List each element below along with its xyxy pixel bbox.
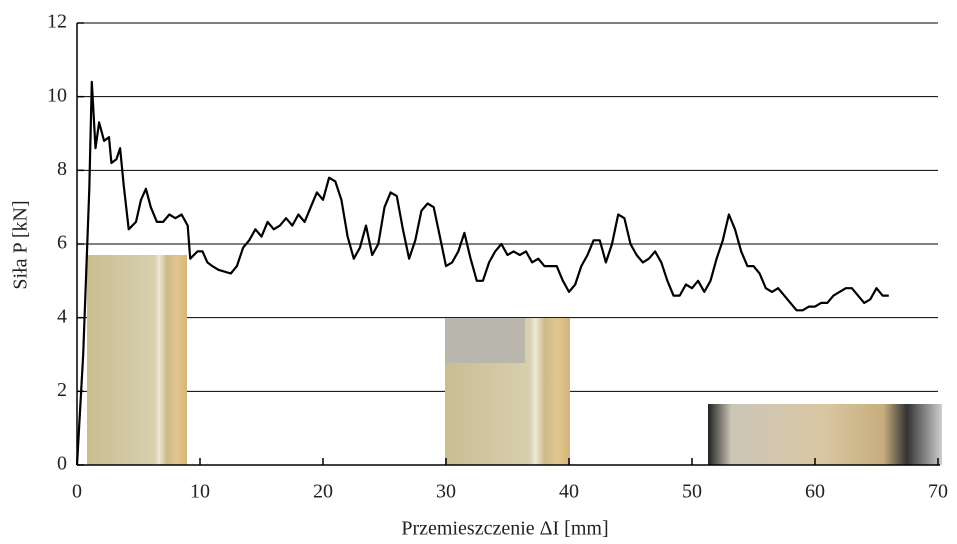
specimen-photo xyxy=(87,255,187,465)
specimen-photo-detail xyxy=(445,318,525,363)
specimen-photo xyxy=(708,404,942,465)
y-tick-label: 4 xyxy=(57,305,67,327)
x-axis-label: Przemieszczenie ΔI [mm] xyxy=(401,518,608,540)
y-tick-label: 12 xyxy=(47,11,67,33)
x-tick-label: 20 xyxy=(313,481,333,503)
y-tick-label: 0 xyxy=(57,453,67,475)
y-tick-label: 10 xyxy=(47,84,67,106)
x-tick-label: 10 xyxy=(190,481,210,503)
x-tick-label: 50 xyxy=(682,481,702,503)
x-tick-label: 40 xyxy=(559,481,579,503)
grid xyxy=(77,22,938,392)
data-line xyxy=(75,80,889,466)
y-axis-label: Siła P [kN] xyxy=(10,200,32,289)
x-tick-label: 30 xyxy=(436,481,456,503)
y-tick-label: 2 xyxy=(57,379,67,401)
y-tick-label: 6 xyxy=(57,232,67,254)
x-tick-label: 70 xyxy=(928,481,948,503)
x-tick-label: 60 xyxy=(805,481,825,503)
y-tick-label: 8 xyxy=(57,158,67,180)
x-tick-label: 0 xyxy=(72,481,82,503)
